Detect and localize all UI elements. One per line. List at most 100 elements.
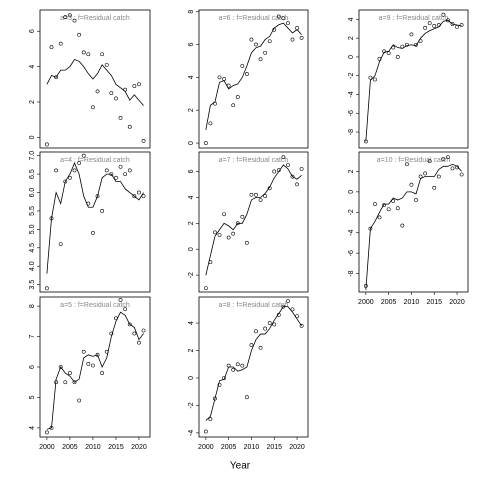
observation <box>91 105 95 110</box>
x-tick-label: 2000 <box>39 444 55 451</box>
observation <box>427 21 432 26</box>
observation <box>81 349 86 354</box>
observation <box>208 417 213 422</box>
observation <box>441 157 446 162</box>
observation <box>63 15 68 19</box>
observation <box>137 340 141 345</box>
y-tick-label: 4 <box>188 195 195 199</box>
fit-line <box>46 59 144 106</box>
x-tick-label: 2000 <box>198 444 214 451</box>
observation <box>127 322 132 327</box>
y-tick-label: 0 <box>29 135 36 139</box>
observation <box>68 13 72 18</box>
observation <box>382 203 386 208</box>
observation <box>244 240 249 245</box>
observation <box>132 194 137 199</box>
observation <box>263 50 268 55</box>
x-tick-label: 2010 <box>244 444 260 451</box>
x-tick-label: 2015 <box>108 444 124 451</box>
y-tick-label: 0 <box>188 376 195 380</box>
observation <box>58 365 63 369</box>
observation <box>258 345 263 350</box>
observation <box>95 352 100 357</box>
x-tick-label: 2020 <box>131 444 147 451</box>
y-tick-label: 6 <box>29 29 36 33</box>
fit-line <box>365 19 462 142</box>
observation <box>54 168 59 173</box>
x-tick-label: 2015 <box>266 444 282 451</box>
y-tick-label: -2 <box>348 209 355 215</box>
y-tick-label: 6.0 <box>29 188 36 198</box>
observation <box>459 172 464 177</box>
observation <box>45 142 49 147</box>
observation <box>386 207 391 212</box>
observation <box>432 24 437 28</box>
observation <box>258 57 263 62</box>
y-tick-label: -8 <box>348 129 355 135</box>
observation <box>86 52 91 57</box>
observation <box>141 328 146 333</box>
x-axis-label: Year <box>230 461 251 472</box>
y-tick-label: -2 <box>188 272 195 278</box>
observation <box>109 91 114 96</box>
observation <box>203 141 208 145</box>
panel-frame <box>198 151 309 293</box>
observation <box>217 382 222 387</box>
observation <box>377 215 382 220</box>
observation <box>409 32 414 37</box>
fit-line <box>205 22 302 131</box>
observation <box>45 430 49 435</box>
y-tick-label: 2 <box>348 36 355 40</box>
observation <box>137 190 141 195</box>
observation <box>81 50 86 55</box>
y-tick-label: 6.5 <box>29 169 36 179</box>
observation <box>132 84 137 88</box>
y-tick-label: 0 <box>348 190 355 194</box>
observation <box>244 395 249 400</box>
y-tick-label: 4 <box>188 321 195 325</box>
observation <box>77 398 82 403</box>
y-tick-label: 4 <box>29 426 36 430</box>
fit-line <box>365 163 462 290</box>
observation <box>295 182 299 187</box>
observation <box>455 165 459 170</box>
x-tick-label: 2000 <box>358 299 374 306</box>
panel-frame <box>198 296 309 438</box>
observation <box>368 75 373 80</box>
panel-title: a=6 : f=Residual catch <box>219 15 289 22</box>
y-tick-label: 4 <box>348 17 355 21</box>
y-tick-label: -2 <box>348 73 355 79</box>
observation <box>132 331 137 336</box>
observation <box>104 62 109 67</box>
y-tick-label: 2 <box>188 108 195 112</box>
observation <box>226 235 231 240</box>
observation <box>100 52 105 57</box>
observation <box>290 37 295 42</box>
x-tick-label: 2010 <box>85 444 101 451</box>
observation <box>286 21 290 26</box>
observation <box>295 26 299 30</box>
observation <box>235 95 240 99</box>
y-tick-label: -6 <box>348 110 355 116</box>
y-tick-label: 4.0 <box>29 261 36 271</box>
y-tick-label: 5.5 <box>29 206 36 216</box>
observation <box>231 231 236 236</box>
observation <box>276 14 281 19</box>
panel-title: a=7 : f=Residual catch <box>219 157 289 164</box>
observation <box>400 223 405 228</box>
observation <box>68 175 72 180</box>
panel-title: a=10 : f=Residual catch <box>377 157 451 164</box>
observation <box>386 51 391 56</box>
y-tick-label: 7.0 <box>29 151 36 161</box>
y-tick-label: 4 <box>188 75 195 79</box>
observation <box>58 242 63 247</box>
y-tick-label: -4 <box>348 230 355 236</box>
y-tick-label: 6 <box>188 169 195 173</box>
observation <box>91 363 95 368</box>
panel-frame <box>39 151 151 293</box>
panel-title: a=9 : f=Residual catch <box>379 15 449 22</box>
observation <box>63 380 68 385</box>
observation <box>217 233 222 237</box>
observation <box>373 77 377 82</box>
